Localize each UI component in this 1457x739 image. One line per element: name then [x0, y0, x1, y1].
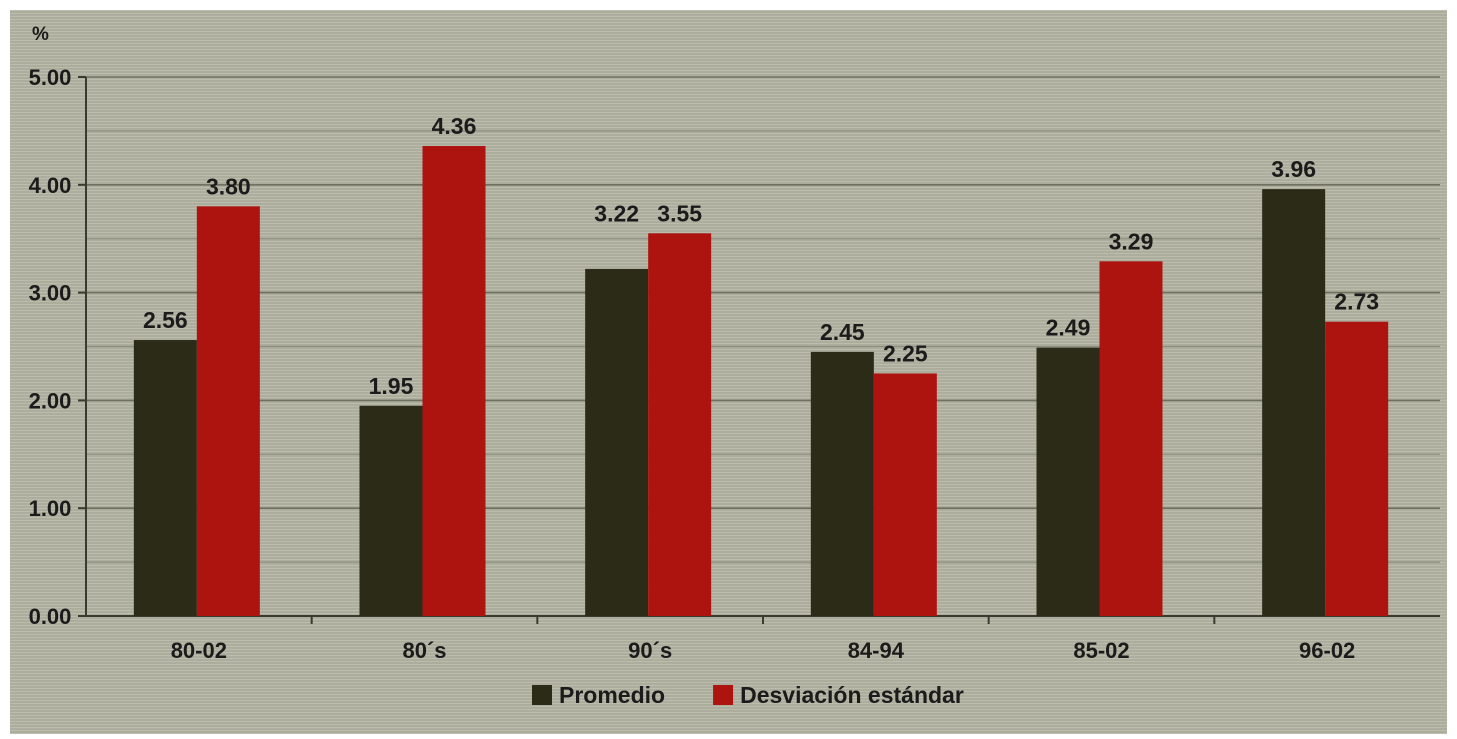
bar-desviacion — [196, 206, 260, 617]
data-label: 2.56 — [143, 307, 188, 333]
data-label: 2.73 — [1334, 289, 1379, 315]
bar-desviacion — [648, 233, 712, 616]
bar-promedio — [585, 268, 649, 616]
data-label: 2.45 — [820, 319, 865, 345]
y-tick-label: 0.00 — [29, 604, 72, 629]
x-tick-label: 85-02 — [1073, 638, 1129, 663]
y-tick-label: 4.00 — [29, 173, 72, 198]
y-tick-label: 1.00 — [29, 496, 72, 521]
legend-label-desviacion: Desviación estándar — [740, 682, 964, 708]
data-label: 3.29 — [1109, 228, 1154, 254]
data-label: 2.49 — [1046, 315, 1091, 341]
bar-chart: % 0.00 1.00 2.00 3.00 4.00 5.00 2.56 3.80 80-02 1… — [29, 24, 1440, 708]
data-label: 3.22 — [594, 200, 639, 226]
data-label: 3.96 — [1271, 156, 1316, 182]
bar-desviacion — [1325, 321, 1389, 616]
data-label: 3.55 — [657, 200, 702, 226]
bar-desviacion — [1099, 261, 1163, 616]
y-unit-label: % — [32, 24, 49, 45]
x-tick-label: 96-02 — [1299, 638, 1355, 663]
y-tick-label: 2.00 — [29, 388, 72, 413]
bar-desviacion — [422, 145, 486, 616]
data-label: 3.80 — [206, 173, 251, 199]
legend-label-promedio: Promedio — [559, 682, 665, 708]
legend-swatch-promedio — [532, 685, 552, 705]
bar-desviacion — [873, 373, 937, 616]
data-label: 1.95 — [369, 373, 414, 399]
bar-promedio — [359, 405, 423, 616]
legend-swatch-desviacion — [713, 685, 734, 705]
x-tick-label: 80-02 — [171, 638, 227, 663]
y-tick-label: 5.00 — [29, 65, 72, 90]
data-label: 4.36 — [432, 113, 477, 139]
bar-promedio — [810, 351, 874, 616]
y-tick-label: 3.00 — [29, 281, 72, 306]
x-tick-label: 84-94 — [848, 638, 905, 663]
x-tick-label: 90´s — [628, 638, 672, 663]
data-label: 2.25 — [883, 340, 928, 366]
bar-promedio — [1262, 189, 1326, 616]
chart-container: % 0.00 1.00 2.00 3.00 4.00 5.00 2.56 3.80 80-02 1… — [10, 10, 1447, 734]
bar-promedio — [1036, 347, 1100, 616]
x-tick-label: 80´s — [402, 638, 446, 663]
bar-promedio — [133, 340, 197, 616]
